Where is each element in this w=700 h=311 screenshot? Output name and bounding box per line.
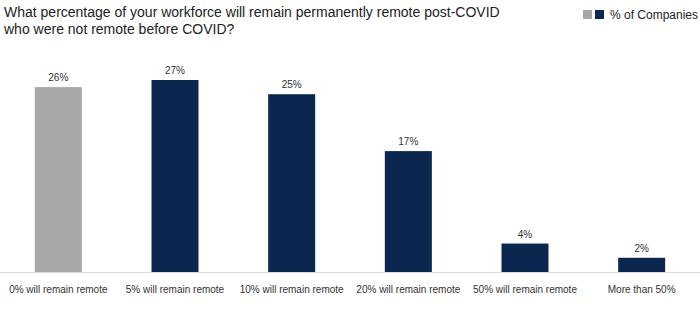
chart-container: What percentage of your workforce will r… xyxy=(0,0,700,311)
legend-swatch xyxy=(595,10,604,19)
data-label: 4% xyxy=(518,229,533,240)
legend-label: % of Companies xyxy=(610,8,698,22)
x-tick-label: More than 50% xyxy=(608,284,676,295)
data-label: 26% xyxy=(48,72,68,83)
legend-swatch xyxy=(583,10,592,19)
data-label: 25% xyxy=(282,79,302,90)
bar xyxy=(385,151,432,272)
bar xyxy=(502,244,549,272)
legend: % of Companies xyxy=(583,8,698,22)
bar xyxy=(152,80,199,272)
bars xyxy=(35,80,665,272)
data-label: 17% xyxy=(398,136,418,147)
chart-svg: What percentage of your workforce will r… xyxy=(0,0,700,311)
x-tick-label: 50% will remain remote xyxy=(473,284,577,295)
bar xyxy=(268,94,315,272)
x-tick-label: 0% will remain remote xyxy=(9,284,108,295)
chart-title: What percentage of your workforce will r… xyxy=(3,4,500,37)
labels: 26% 0% will remain remote 27% 5% will remai… xyxy=(9,65,676,295)
bar xyxy=(618,258,665,272)
x-axis-line xyxy=(0,272,700,273)
data-label: 2% xyxy=(634,243,649,254)
bar xyxy=(35,87,82,272)
x-tick-label: 5% will remain remote xyxy=(126,284,225,295)
title-line: What percentage of your workforce will r… xyxy=(4,4,500,20)
title-line: who were not remote before COVID? xyxy=(3,21,235,37)
x-tick-label: 20% will remain remote xyxy=(356,284,460,295)
x-tick-label: 10% will remain remote xyxy=(240,284,344,295)
data-label: 27% xyxy=(165,65,185,76)
